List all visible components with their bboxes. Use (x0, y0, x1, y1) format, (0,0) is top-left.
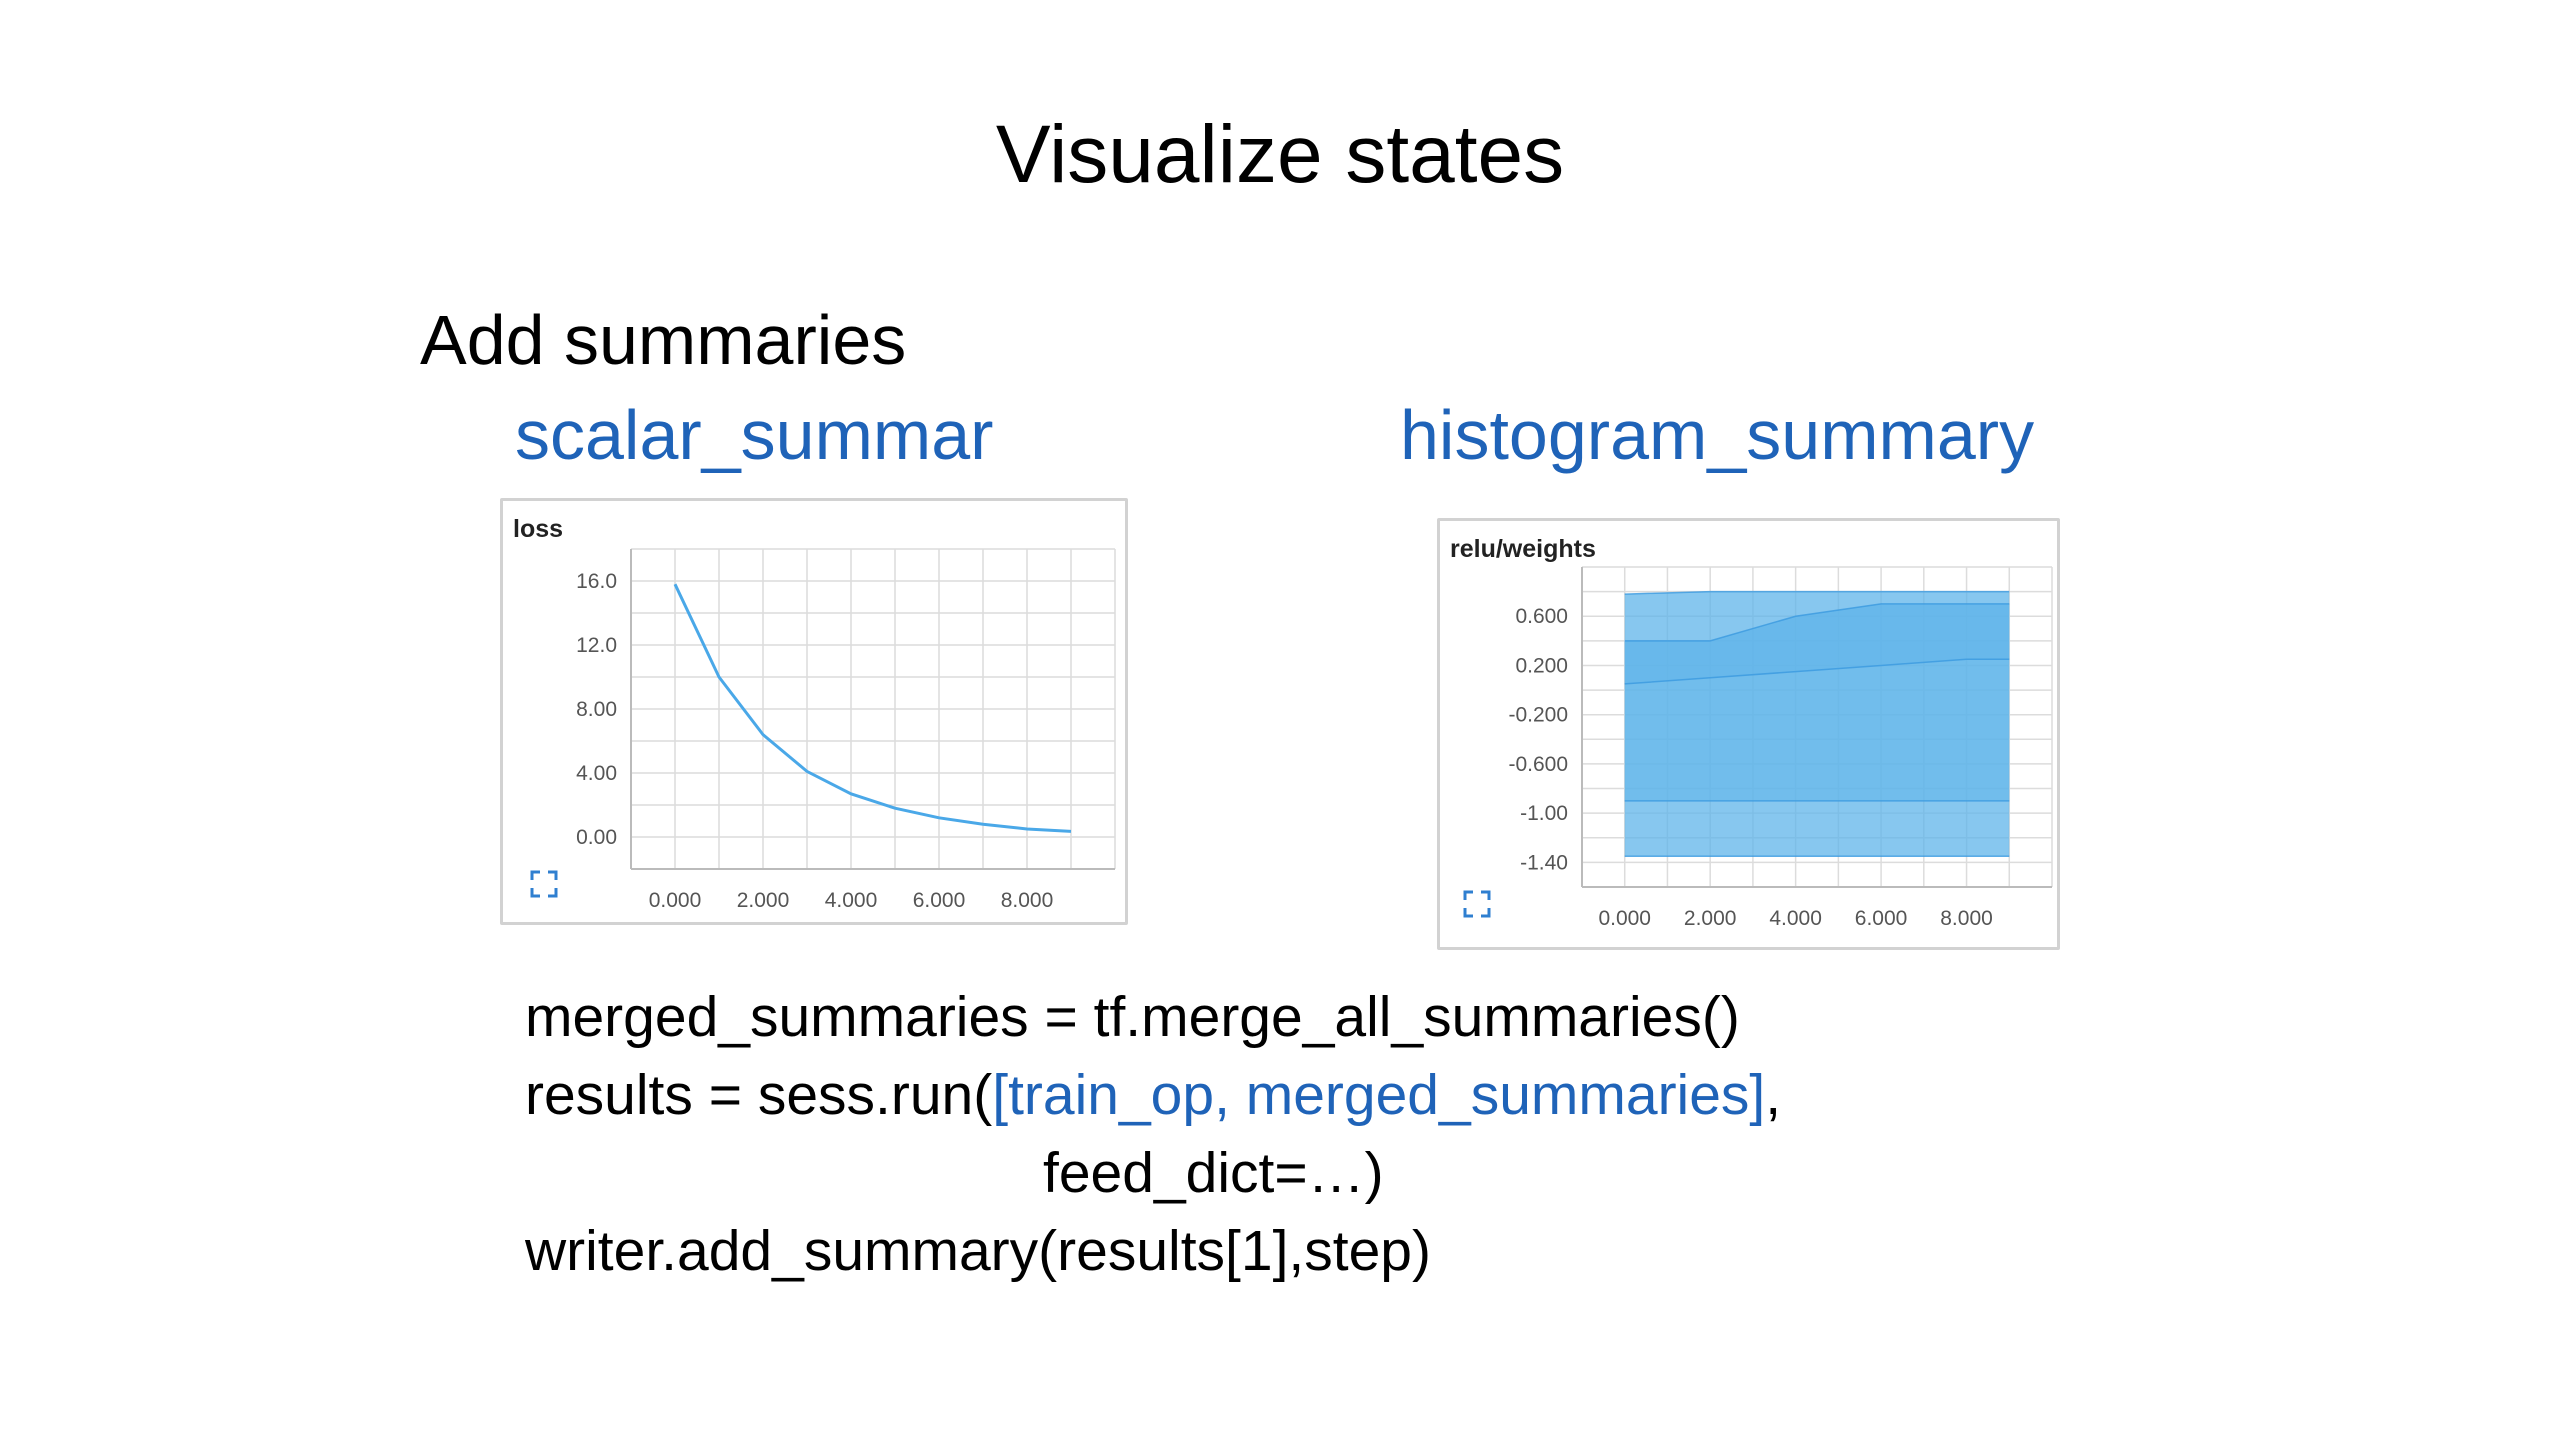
y-tick-label: 16.0 (576, 570, 617, 593)
x-tick-label: 6.000 (913, 889, 966, 912)
y-tick-label: 8.00 (576, 698, 617, 721)
section-heading: Add summaries (420, 301, 907, 379)
histogram-chart-panel: 0.600 0.200 -0.200 -0.600 -1.00 -1.40 0.000 2.0… (1437, 518, 2060, 950)
x-tick-label: 4.000 (1769, 907, 1822, 930)
x-tick-label: 8.000 (1940, 907, 1993, 930)
y-tick-label: -0.200 (1508, 704, 1568, 727)
histogram-chart: 0.600 0.200 -0.200 -0.600 -1.00 -1.40 0.000 2.0… (1508, 566, 2053, 930)
y-tick-label: 0.00 (576, 826, 617, 849)
histogram-summary-label: histogram_summary (1400, 396, 2035, 474)
x-tick-label: 8.000 (1001, 889, 1054, 912)
y-tick-label: 4.00 (576, 762, 617, 785)
x-tick-label: 2.000 (1684, 907, 1737, 930)
y-tick-label: -1.00 (1520, 802, 1568, 825)
x-tick-label: 6.000 (1855, 907, 1908, 930)
x-tick-label: 0.000 (1598, 907, 1651, 930)
expand-icon[interactable] (529, 869, 559, 899)
code-line-2-highlight: [train_op, merged_summaries] (992, 1063, 1766, 1127)
y-tick-label: 0.600 (1515, 605, 1568, 628)
code-line-2-suffix: , (1765, 1063, 1782, 1127)
code-line-3: feed_dict=…) (1043, 1141, 1384, 1205)
loss-chart: 16.0 12.0 8.00 4.00 0.00 0.000 2.000 4.000 6.000… (576, 548, 1116, 912)
loss-chart-panel: 16.0 12.0 8.00 4.00 0.00 0.000 2.000 4.000 6.000… (500, 498, 1128, 925)
x-tick-label: 0.000 (649, 889, 702, 912)
x-tick-label: 2.000 (737, 889, 790, 912)
code-line-4: writer.add_summary(results[1],step) (525, 1219, 1431, 1283)
histogram-line-max (1624, 590, 2010, 595)
x-tick-label: 4.000 (825, 889, 878, 912)
slide-title: Visualize states (995, 109, 1565, 200)
code-block: merged_summaries = tf.merge_all_summarie… (525, 978, 1781, 1290)
histogram-line-upper (1624, 603, 2010, 642)
histogram-band-core (1624, 603, 2010, 684)
histogram-line-median (1624, 658, 2010, 685)
histogram-chart-title: relu/weights (1450, 535, 1596, 563)
y-tick-label: -1.40 (1520, 851, 1568, 874)
code-line-2: results = sess.run([train_op, merged_sum… (525, 1056, 1781, 1134)
code-line-1: merged_summaries = tf.merge_all_summarie… (525, 985, 1740, 1049)
loss-line (673, 583, 1072, 833)
expand-icon[interactable] (1462, 889, 1492, 919)
y-tick-label: -0.600 (1508, 753, 1568, 776)
code-line-2-prefix: results = sess.run( (525, 1063, 993, 1127)
loss-chart-title: loss (513, 515, 564, 543)
grid (630, 548, 1116, 870)
scalar-summary-label: scalar_summar (515, 396, 994, 474)
y-tick-label: 0.200 (1515, 654, 1568, 677)
y-tick-label: 12.0 (576, 634, 617, 657)
